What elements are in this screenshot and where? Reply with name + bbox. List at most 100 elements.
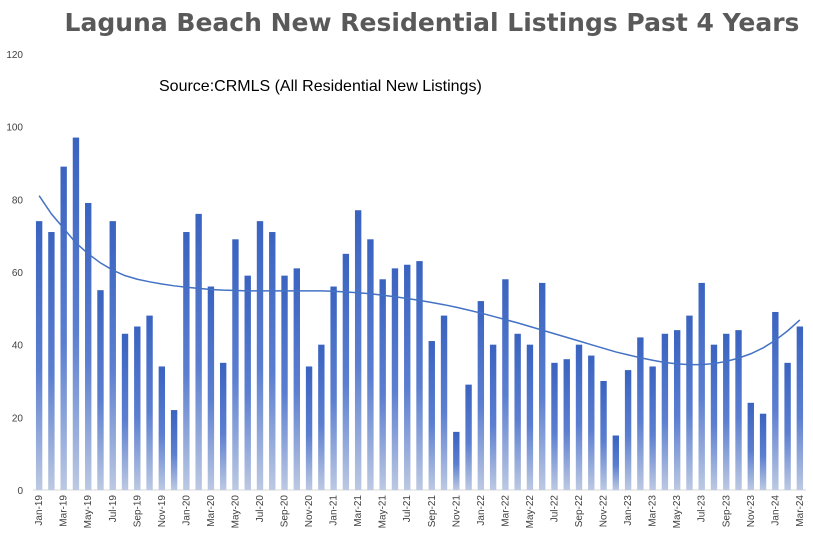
bars-series xyxy=(35,137,804,491)
bar xyxy=(624,370,632,490)
x-tick-label: May-19 xyxy=(83,495,94,529)
y-tick-label: 0 xyxy=(17,486,23,497)
bar xyxy=(563,359,570,490)
bar xyxy=(60,166,67,490)
bar xyxy=(256,221,264,490)
x-tick-label: Nov-20 xyxy=(304,495,315,528)
bar xyxy=(735,330,742,490)
bar xyxy=(588,355,595,490)
x-tick-label: Mar-19 xyxy=(59,495,70,527)
x-tick-label: Jul-21 xyxy=(402,495,413,523)
x-axis: Jan-19 Mar-19 May-19 Jul-19 Sep-19 Nov-19 Jan-… xyxy=(34,495,806,529)
bar xyxy=(489,344,497,490)
bar xyxy=(514,333,521,490)
bar xyxy=(637,337,644,490)
bar xyxy=(330,286,337,490)
bar xyxy=(686,315,693,490)
x-tick-label: May-23 xyxy=(672,495,683,529)
bar xyxy=(232,239,239,490)
x-tick-label: Nov-23 xyxy=(746,495,757,528)
x-tick-label: Jul-23 xyxy=(697,495,708,523)
bar xyxy=(477,301,485,490)
bar xyxy=(170,410,178,490)
x-tick-label: May-21 xyxy=(378,495,389,529)
bar xyxy=(526,344,534,490)
chart-title: Laguna Beach New Residential Listings Pa… xyxy=(65,8,800,37)
bar xyxy=(109,221,116,490)
x-tick-label: Jul-19 xyxy=(108,495,119,523)
bar xyxy=(673,330,681,490)
y-tick-label: 100 xyxy=(6,123,23,134)
bar xyxy=(502,279,509,490)
x-tick-label: Jan-21 xyxy=(329,495,340,526)
bar xyxy=(428,341,435,490)
bar xyxy=(710,344,718,490)
bar xyxy=(342,253,350,490)
bar xyxy=(207,286,215,490)
bar xyxy=(318,344,325,490)
x-tick-label: Jan-22 xyxy=(476,495,487,526)
bar xyxy=(158,366,166,490)
bar xyxy=(219,362,227,490)
bar xyxy=(244,275,251,490)
x-tick-label: Jan-23 xyxy=(623,495,634,526)
x-tick-label: Sep-21 xyxy=(427,495,438,528)
bar xyxy=(367,239,374,490)
bar xyxy=(723,333,730,490)
bar xyxy=(121,333,129,490)
bar xyxy=(772,311,779,490)
y-tick-label: 60 xyxy=(12,268,24,279)
chart-subtitle: Source:CRMLS (All Residential New Listin… xyxy=(159,78,482,95)
bar xyxy=(97,290,104,490)
bar xyxy=(649,366,656,490)
bar xyxy=(661,333,669,490)
y-axis: 0 20 40 60 80 100 120 xyxy=(6,50,23,497)
bar xyxy=(539,282,546,490)
bar xyxy=(416,261,423,490)
bar xyxy=(72,137,80,490)
bar xyxy=(784,362,791,490)
bar xyxy=(551,362,558,490)
bar xyxy=(612,435,620,490)
bar xyxy=(134,326,141,490)
bar xyxy=(575,344,583,490)
x-tick-label: Mar-24 xyxy=(795,495,806,527)
x-tick-label: May-20 xyxy=(230,495,241,529)
x-tick-label: Mar-22 xyxy=(500,495,511,527)
x-tick-label: Mar-21 xyxy=(353,495,364,527)
x-tick-label: Nov-22 xyxy=(599,495,610,528)
bar xyxy=(440,315,448,490)
bar xyxy=(305,366,313,490)
x-tick-label: Mar-23 xyxy=(648,495,659,527)
bar xyxy=(354,210,362,491)
bar xyxy=(453,431,460,490)
bar xyxy=(796,326,804,490)
y-tick-label: 80 xyxy=(12,195,24,206)
x-tick-label: Nov-21 xyxy=(451,495,462,528)
bar xyxy=(759,413,767,490)
bar xyxy=(404,264,411,490)
y-tick-label: 40 xyxy=(12,341,24,352)
x-tick-label: Sep-20 xyxy=(280,495,291,528)
bar xyxy=(85,202,92,490)
bar xyxy=(465,384,472,490)
bar xyxy=(183,232,190,490)
x-tick-label: Jan-20 xyxy=(181,495,192,526)
x-tick-label: Mar-20 xyxy=(206,495,217,527)
bar xyxy=(293,268,300,490)
x-tick-label: May-22 xyxy=(525,495,536,529)
bar xyxy=(269,232,276,490)
y-tick-label: 20 xyxy=(12,413,24,424)
x-tick-label: Sep-22 xyxy=(574,495,585,528)
x-tick-label: Jan-24 xyxy=(770,495,781,526)
bar xyxy=(195,213,202,490)
x-tick-label: Jul-20 xyxy=(255,495,266,523)
bar xyxy=(391,268,399,490)
x-tick-label: Jul-22 xyxy=(549,495,560,523)
x-tick-label: Sep-19 xyxy=(132,495,143,528)
trendline xyxy=(38,195,801,366)
bar xyxy=(379,279,386,490)
bar xyxy=(747,402,754,490)
bar xyxy=(146,315,153,490)
x-tick-label: Nov-19 xyxy=(157,495,168,528)
